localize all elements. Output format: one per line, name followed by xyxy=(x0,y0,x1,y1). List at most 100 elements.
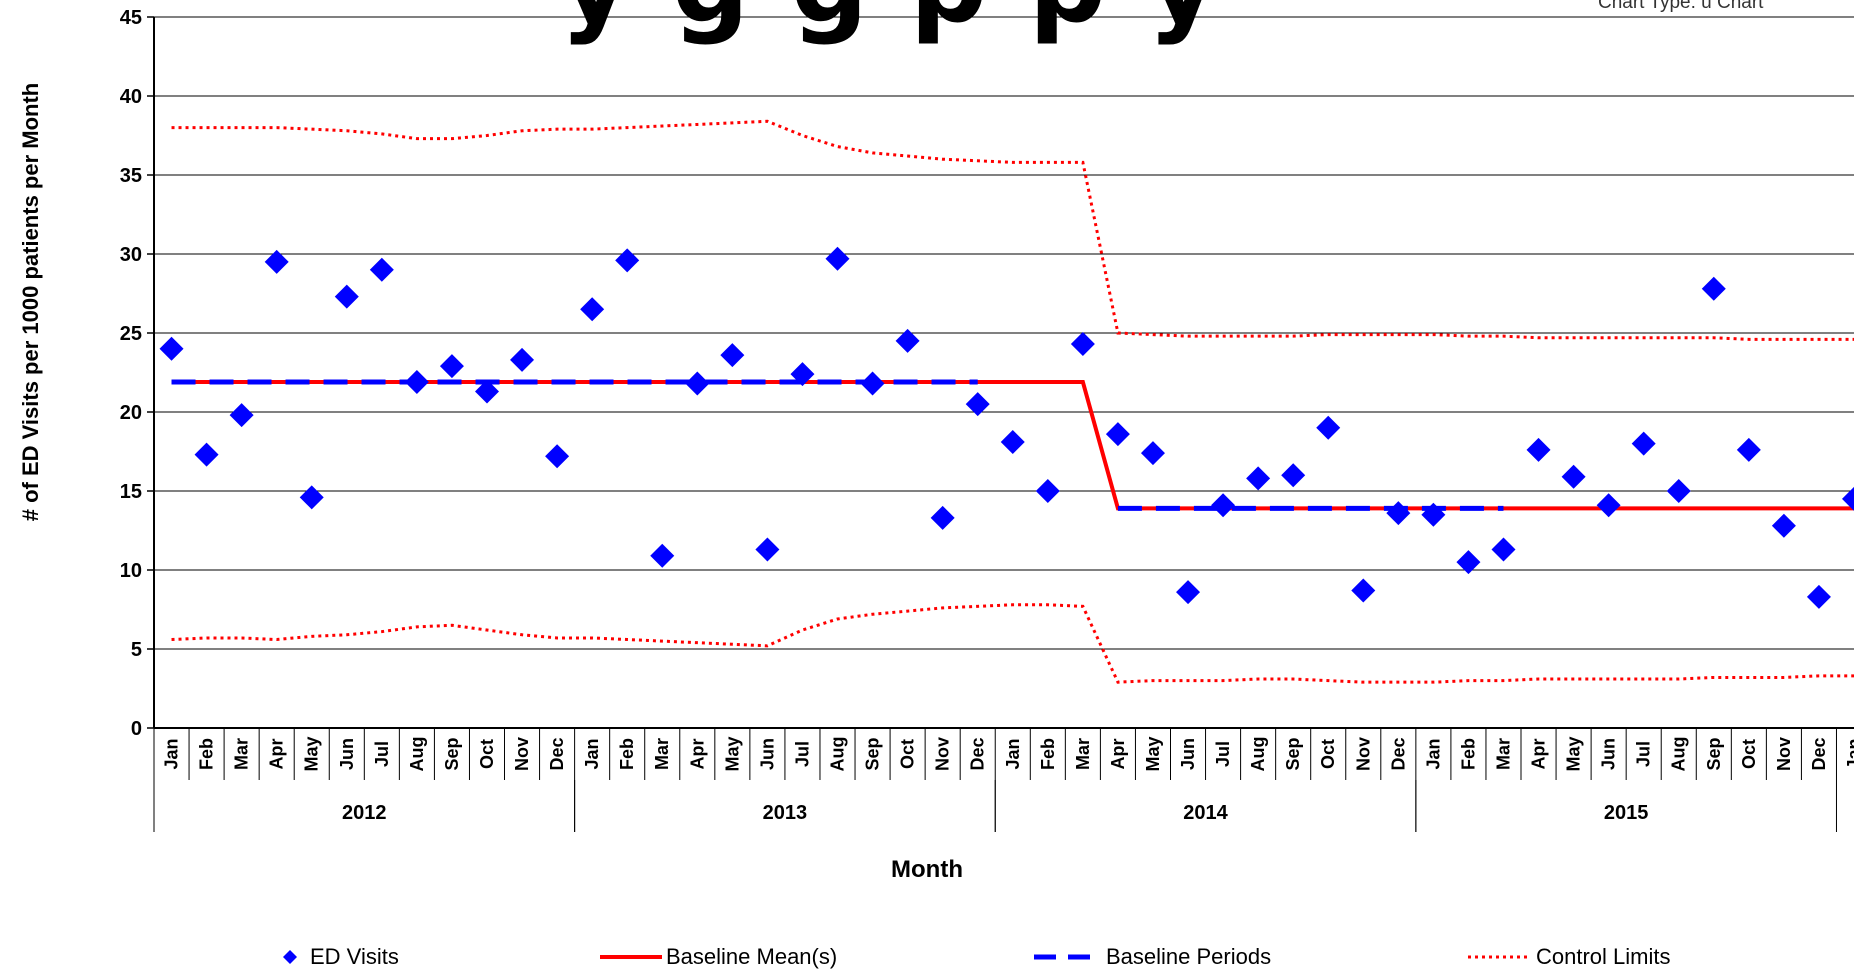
month-tick-label: Jul xyxy=(792,741,812,767)
legend-label-baseline-periods: Baseline Periods xyxy=(1106,944,1272,969)
ed-visit-point xyxy=(1386,501,1411,526)
ed-visit-point xyxy=(1176,580,1201,605)
month-tick-label: Apr xyxy=(1108,739,1128,770)
dotted-line-icon xyxy=(1468,955,1530,959)
y-tick-label: 30 xyxy=(120,244,142,266)
legend-item-baseline-periods: Baseline Periods xyxy=(1034,944,1271,970)
legend-label-baseline-means: Baseline Mean(s) xyxy=(666,944,838,969)
legend-item-baseline-means: Baseline Mean(s) xyxy=(600,944,837,970)
month-tick-label: Mar xyxy=(1073,738,1093,770)
month-tick-label: Jul xyxy=(1213,741,1233,767)
month-tick-label: Nov xyxy=(512,737,532,771)
ed-visit-point xyxy=(755,537,780,562)
ed-visit-point xyxy=(1140,441,1165,466)
month-tick-label: Jan xyxy=(582,738,602,769)
y-tick-label: 0 xyxy=(131,718,142,740)
month-tick-label: Dec xyxy=(1809,737,1829,770)
month-tick-label: Aug xyxy=(1248,737,1268,772)
ed-visit-point xyxy=(860,371,885,396)
ed-visit-point xyxy=(1351,578,1376,603)
ed-visit-point xyxy=(334,284,359,309)
ed-visit-point xyxy=(720,343,745,368)
month-tick-label: May xyxy=(722,736,742,771)
ed-visit-point xyxy=(825,246,850,271)
legend-label-ed-visits: ED Visits xyxy=(310,944,399,969)
ed-visit-point xyxy=(1246,466,1271,491)
legend-item-control-limits: Control Limits xyxy=(1468,944,1670,970)
ed-visit-point xyxy=(1211,493,1236,518)
ed-visit-point xyxy=(965,392,990,417)
ed-visit-point xyxy=(650,543,675,568)
ed-visit-point xyxy=(580,297,605,322)
month-tick-label: Jun xyxy=(337,738,357,770)
ed-visit-point xyxy=(264,249,289,274)
ed-visit-point xyxy=(615,248,640,273)
ed-visit-point xyxy=(1666,479,1691,503)
month-tick-label: Jan xyxy=(162,738,182,769)
ed-visit-point xyxy=(1736,437,1761,462)
month-tick-label: Dec xyxy=(968,737,988,770)
year-label: 2012 xyxy=(342,802,387,824)
ed-visit-point xyxy=(159,336,184,361)
month-tick-label: Jul xyxy=(372,741,392,767)
month-tick-label: Sep xyxy=(442,737,462,770)
month-tick-label: Jul xyxy=(1634,741,1654,767)
month-tick-label: Nov xyxy=(1774,737,1794,771)
month-tick-label: Mar xyxy=(652,738,672,770)
month-tick-label: Nov xyxy=(1353,737,1373,771)
ed-visit-point xyxy=(229,403,254,428)
year-label: 2015 xyxy=(1604,802,1649,824)
month-tick-label: May xyxy=(1564,736,1584,771)
month-tick-label: Sep xyxy=(1704,737,1724,770)
ed-visit-point xyxy=(1281,463,1306,488)
ed-visit-point xyxy=(510,347,535,372)
month-tick-label: Jan xyxy=(1003,738,1023,769)
month-tick-label: May xyxy=(1143,736,1163,771)
ed-visit-point xyxy=(1000,430,1025,455)
y-tick-label: 5 xyxy=(131,639,142,661)
month-tick-label: Jun xyxy=(1178,738,1198,770)
month-tick-label: Dec xyxy=(1388,737,1408,770)
legend-item-ed-visits: ED Visits xyxy=(280,944,399,970)
chart-type-label: Chart Type: u Chart xyxy=(1598,0,1764,13)
chart-title-fragment: y g g p p y xyxy=(560,0,1220,47)
ed-visit-point xyxy=(299,485,324,510)
upper-control-limit xyxy=(171,119,1854,341)
ed-visit-point xyxy=(1070,332,1095,357)
month-tick-label: Feb xyxy=(1038,738,1058,770)
ed-visit-point xyxy=(930,505,955,530)
month-tick-label: Aug xyxy=(828,737,848,772)
y-tick-label: 45 xyxy=(120,7,142,29)
ed-visit-point xyxy=(685,371,710,396)
month-tick-label: Sep xyxy=(863,737,883,770)
y-tick-label: 15 xyxy=(120,481,142,503)
ed-visit-point xyxy=(1596,493,1621,518)
y-tick-label: 40 xyxy=(120,86,142,108)
ed-visit-point xyxy=(194,442,219,467)
month-tick-label: Jun xyxy=(1599,738,1619,770)
solid-line-icon xyxy=(600,955,662,959)
month-tick-label: Oct xyxy=(477,739,497,769)
month-tick-label: Jan xyxy=(1423,738,1443,769)
ed-visit-point xyxy=(1526,437,1551,462)
ed-visit-point xyxy=(1842,486,1854,511)
month-tick-label: Jun xyxy=(757,738,777,770)
y-tick-label: 20 xyxy=(120,402,142,424)
month-tick-label: Feb xyxy=(1458,738,1478,770)
y-axis-title: # of ED Visits per 1000 patients per Mon… xyxy=(18,82,43,522)
legend-label-control-limits: Control Limits xyxy=(1536,944,1671,969)
ed-visit-point xyxy=(1105,422,1130,447)
year-label: 2013 xyxy=(763,802,808,824)
diamond-marker-icon xyxy=(283,950,297,964)
ed-visit-point xyxy=(1456,550,1481,575)
chart-legend: ED Visits Baseline Mean(s) Baseline Peri… xyxy=(0,944,1854,974)
month-tick-label: May xyxy=(302,736,322,771)
year-label: 2014 xyxy=(1183,802,1228,824)
month-tick-label: Feb xyxy=(197,738,217,770)
lower-control-limit xyxy=(171,603,1854,684)
month-tick-label: Mar xyxy=(232,738,252,770)
month-tick-label: Apr xyxy=(267,739,287,770)
ed-visit-point xyxy=(1806,584,1831,609)
